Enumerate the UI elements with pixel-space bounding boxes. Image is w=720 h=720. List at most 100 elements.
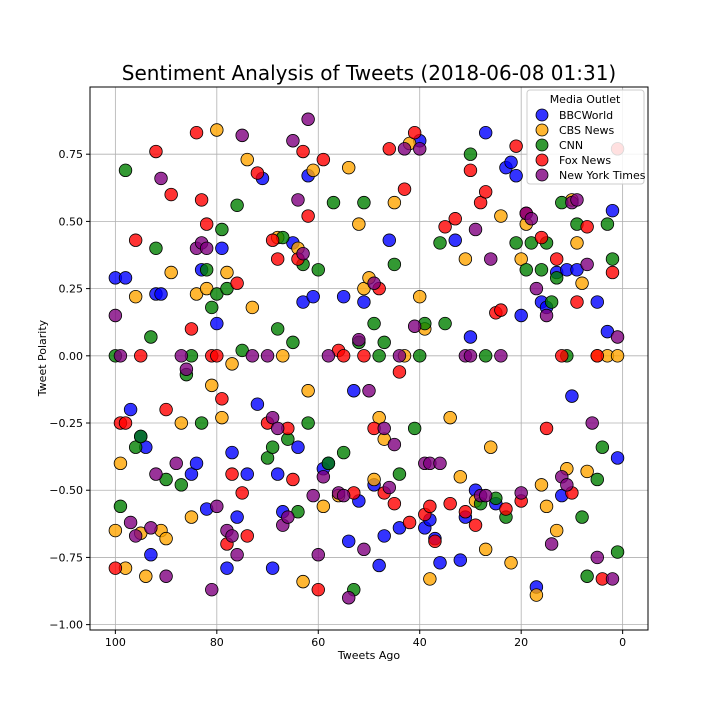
new-york-times-point xyxy=(585,416,599,430)
cnn-point xyxy=(199,263,214,277)
bbcworld-point xyxy=(154,287,168,301)
fox-news-point xyxy=(605,265,620,280)
fox-news-point xyxy=(164,187,178,202)
legend-entries: BBCWorld CBS News CNN Fox News New York Time… xyxy=(535,108,646,182)
new-york-times-point xyxy=(174,349,189,363)
new-york-times-point xyxy=(321,349,336,363)
bbcworld-point xyxy=(342,534,356,548)
new-york-times-point xyxy=(387,437,402,452)
cbs-news-point xyxy=(215,410,229,425)
new-york-times-point xyxy=(210,499,224,514)
fox-news-point xyxy=(149,144,163,159)
new-york-times-point xyxy=(316,470,331,484)
new-york-times-point xyxy=(235,128,249,143)
cnn-point xyxy=(270,322,285,336)
cbs-news-point xyxy=(225,357,239,371)
bbcworld-point xyxy=(123,402,138,417)
fox-news-point xyxy=(448,212,462,226)
cnn-point xyxy=(149,241,163,255)
cbs-news-point xyxy=(352,217,366,231)
y-tick-label: 0.25 xyxy=(59,283,84,296)
fox-news-point xyxy=(555,349,569,363)
cbs-news-point xyxy=(387,195,402,210)
cbs-news-point xyxy=(514,252,528,266)
data-points xyxy=(108,112,625,605)
cbs-news-point xyxy=(529,588,544,602)
new-york-times-point xyxy=(306,488,320,503)
cnn-point xyxy=(372,349,386,363)
x-tick-label: 0 xyxy=(619,636,626,649)
fox-news-point xyxy=(235,486,249,500)
new-york-times-point xyxy=(311,548,325,562)
cbs-news-point xyxy=(306,163,320,178)
cbs-news-point xyxy=(539,499,554,514)
legend-marker-cnn xyxy=(535,138,549,152)
cbs-news-point xyxy=(413,289,427,304)
fox-news-point xyxy=(199,217,214,231)
cnn-point xyxy=(595,440,610,454)
fox-news-point xyxy=(463,163,478,178)
fox-news-point xyxy=(128,233,143,247)
cnn-point xyxy=(113,499,128,514)
bbcworld-point xyxy=(189,456,204,471)
new-york-times-point xyxy=(291,193,305,207)
y-tick-label: −1.00 xyxy=(49,619,83,632)
chart-title: Sentiment Analysis of Tweets (2018-06-08… xyxy=(122,61,616,85)
x-tick-label: 80 xyxy=(210,636,224,649)
legend-marker-fox-news xyxy=(535,153,549,167)
fox-news-point xyxy=(240,529,254,543)
cbs-news-point xyxy=(504,556,518,570)
cbs-news-point xyxy=(220,265,234,280)
fox-news-point xyxy=(458,505,473,519)
legend-marker-new-york-times xyxy=(535,168,549,182)
bbcworld-point xyxy=(220,561,234,575)
cbs-news-point xyxy=(210,123,224,137)
cnn-point xyxy=(580,569,594,583)
cbs-news-point xyxy=(423,572,437,586)
bbcworld-point xyxy=(118,271,133,285)
fox-news-point xyxy=(301,209,315,223)
legend-marker-cbs-news xyxy=(535,123,549,137)
y-tick-label: −0.25 xyxy=(49,417,83,430)
new-york-times-point xyxy=(281,510,295,524)
fox-news-point xyxy=(159,402,173,417)
cbs-news-point xyxy=(484,440,498,454)
new-york-times-point xyxy=(260,349,275,363)
new-york-times-point xyxy=(539,308,554,323)
legend-marker-bbcworld xyxy=(535,108,549,122)
bbcworld-point xyxy=(357,295,371,309)
fox-news-point xyxy=(397,182,412,196)
cnn-point xyxy=(326,195,341,210)
cbs-news-point xyxy=(478,542,493,557)
fox-news-point xyxy=(534,230,549,245)
new-york-times-point xyxy=(468,222,483,237)
fox-news-point xyxy=(357,349,371,363)
new-york-times-point xyxy=(580,257,594,272)
cnn-point xyxy=(260,451,275,465)
fox-news-point xyxy=(134,349,148,363)
new-york-times-point xyxy=(397,142,412,156)
bbcworld-point xyxy=(605,203,620,218)
cnn-point xyxy=(610,545,625,559)
x-tick-label: 60 xyxy=(311,636,325,649)
legend-label-cbs-news: CBS News xyxy=(559,124,615,137)
cbs-news-point xyxy=(367,472,381,487)
legend-label-cnn: CNN xyxy=(559,139,583,152)
fox-news-point xyxy=(499,502,513,516)
cnn-point xyxy=(478,349,493,363)
cnn-point xyxy=(286,335,300,350)
cbs-news-point xyxy=(301,384,315,398)
cnn-point xyxy=(549,271,564,285)
fox-news-point xyxy=(590,349,604,363)
new-york-times-point xyxy=(296,246,310,261)
new-york-times-point xyxy=(149,467,163,481)
bbcworld-point xyxy=(240,467,254,481)
cnn-point xyxy=(590,472,604,487)
bbcworld-point xyxy=(433,556,447,570)
cnn-point xyxy=(392,467,407,481)
fox-news-point xyxy=(225,467,239,481)
new-york-times-point xyxy=(225,529,239,543)
bbcworld-point xyxy=(478,125,493,140)
fox-news-point xyxy=(549,252,564,266)
cbs-news-point xyxy=(453,470,468,484)
